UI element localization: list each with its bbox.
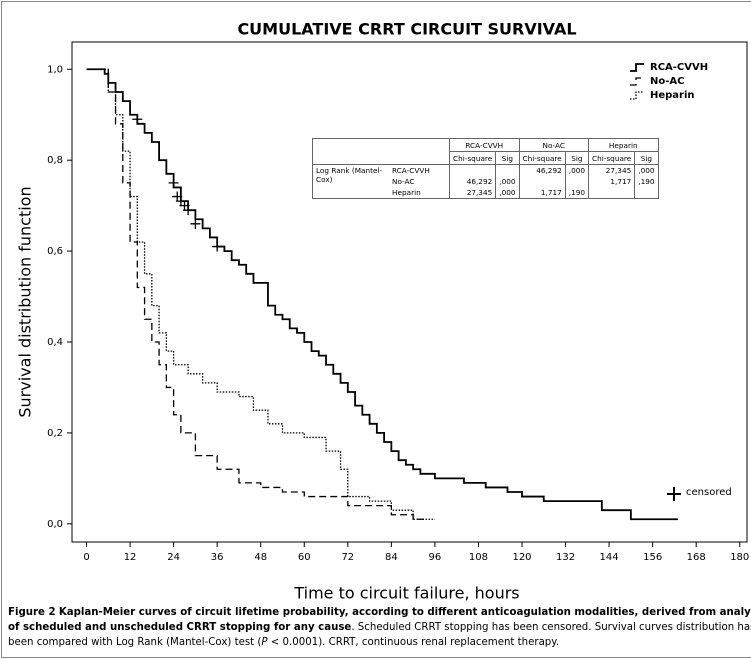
censored-legend-label: censored bbox=[686, 487, 732, 498]
table-cell: 46,292 bbox=[448, 176, 497, 187]
table-cell: ,190 bbox=[564, 187, 590, 199]
table-group-header: No-AC bbox=[518, 138, 589, 152]
x-tick-label: 144 bbox=[600, 552, 619, 563]
survival-curve bbox=[86, 68, 425, 520]
x-tick-label: 12 bbox=[124, 552, 137, 563]
table-cell bbox=[448, 164, 497, 176]
table-subheader: Chi-square bbox=[587, 151, 636, 165]
x-tick-label: 72 bbox=[341, 552, 354, 563]
x-tick-label: 0 bbox=[83, 552, 89, 563]
table-row-name: No-AC bbox=[389, 176, 450, 187]
plot-frame bbox=[71, 41, 748, 543]
table-cell bbox=[312, 138, 450, 165]
x-tick-label: 60 bbox=[298, 552, 311, 563]
x-tick-label: 36 bbox=[211, 552, 224, 563]
x-tick-label: 180 bbox=[730, 552, 749, 563]
caption: Figure 2 Kaplan-Meier curves of circuit … bbox=[8, 605, 751, 650]
legend-label: No-AC bbox=[650, 76, 684, 87]
table-cell: ,000 bbox=[495, 176, 520, 187]
chart-title: CUMULATIVE CRRT CIRCUIT SURVIVAL bbox=[237, 20, 576, 39]
table-cell: 1,717 bbox=[518, 187, 566, 199]
table-group-header: Heparin bbox=[588, 138, 659, 152]
table-cell bbox=[564, 176, 590, 187]
censored-mark bbox=[168, 177, 179, 188]
caption-bold: Kaplan-Meier curves of circuit lifetime … bbox=[8, 607, 751, 633]
censored-legend-mark bbox=[667, 487, 681, 501]
y-axis-label: Survival distribution function bbox=[16, 186, 35, 417]
x-tick-label: 156 bbox=[643, 552, 662, 563]
censored-mark bbox=[190, 218, 201, 229]
x-tick-label: 48 bbox=[254, 552, 267, 563]
logrank-table: RCA-CVVH No-AC Heparin Chi-square Sig Chi-squ… bbox=[312, 138, 659, 199]
y-tick-label: 0,2 bbox=[47, 428, 63, 439]
y-tick-label: 0,6 bbox=[47, 246, 63, 257]
table-subheader: Sig bbox=[495, 151, 520, 165]
x-tick-label: 108 bbox=[469, 552, 488, 563]
x-tick-label: 96 bbox=[429, 552, 442, 563]
table-cell: 46,292 bbox=[518, 164, 566, 176]
table-cell: ,000 bbox=[495, 187, 520, 199]
censored-mark bbox=[212, 241, 223, 252]
x-tick-label: 132 bbox=[556, 552, 575, 563]
survival-curve bbox=[86, 68, 435, 520]
caption-text: < 0.0001). CRRT, continuous renal replac… bbox=[267, 637, 560, 648]
table-row: RCA-CVVH No-AC Heparin bbox=[312, 138, 659, 165]
legend-swatch bbox=[630, 77, 644, 86]
legend-label: RCA-CVVH bbox=[650, 62, 708, 73]
table-row: Chi-square Sig Chi-square Sig Chi-square Sig bbox=[313, 151, 659, 165]
table-row-name: RCA-CVVH bbox=[389, 164, 450, 176]
x-tick-label: 120 bbox=[512, 552, 531, 563]
table-cell bbox=[495, 164, 520, 176]
table-group-header: RCA-CVVH bbox=[449, 138, 520, 152]
legend-swatch bbox=[630, 63, 644, 72]
table-row-header: Log Rank (Mantel-Cox) bbox=[312, 164, 389, 199]
y-tick-label: 0,8 bbox=[47, 155, 63, 166]
table-subheader: Chi-square bbox=[448, 151, 497, 165]
y-tick-label: 0,4 bbox=[47, 337, 63, 348]
x-axis-label: Time to circuit failure, hours bbox=[293, 584, 519, 603]
table-cell: ,000 bbox=[564, 164, 590, 176]
table-cell: 1,717 bbox=[587, 176, 636, 187]
x-tick-label: 168 bbox=[687, 552, 706, 563]
censored-mark bbox=[183, 205, 194, 216]
caption-text: . Scheduled CRRT stopping has been censo… bbox=[8, 622, 751, 648]
table-cell bbox=[518, 176, 566, 187]
censored-mark bbox=[132, 114, 143, 125]
table-cell: 27,345 bbox=[587, 164, 636, 176]
caption-italic: P bbox=[261, 637, 268, 648]
chart: CUMULATIVE CRRT CIRCUIT SURVIVAL Time to… bbox=[16, 20, 750, 603]
caption-label: Figure 2 bbox=[8, 607, 56, 618]
table-row-name: Heparin bbox=[389, 187, 450, 199]
y-tick-label: 0,0 bbox=[47, 519, 63, 530]
table-row: Log Rank (Mantel-Cox) RCA-CVVH 46,292,000 2… bbox=[312, 164, 659, 199]
table-cell bbox=[634, 187, 659, 199]
legend-swatch bbox=[630, 91, 644, 100]
table-subheader: Chi-square bbox=[518, 151, 566, 165]
y-tick-label: 1,0 bbox=[47, 64, 63, 75]
x-tick-label: 24 bbox=[167, 552, 180, 563]
x-tick-label: 84 bbox=[385, 552, 398, 563]
table-cell: ,190 bbox=[634, 176, 659, 187]
table-row: Heparin 27,345,000 1,717,190 bbox=[313, 187, 659, 199]
legend-label: Heparin bbox=[650, 90, 695, 101]
table-cell: 27,345 bbox=[448, 187, 497, 199]
table-cell: ,000 bbox=[634, 164, 659, 176]
table-cell bbox=[587, 187, 636, 199]
table-subheader: Sig bbox=[564, 151, 590, 165]
table-subheader: Sig bbox=[634, 151, 659, 165]
survival-curve bbox=[86, 68, 679, 521]
table-row: No-AC 46,292,000 1,717,190 bbox=[313, 176, 659, 187]
